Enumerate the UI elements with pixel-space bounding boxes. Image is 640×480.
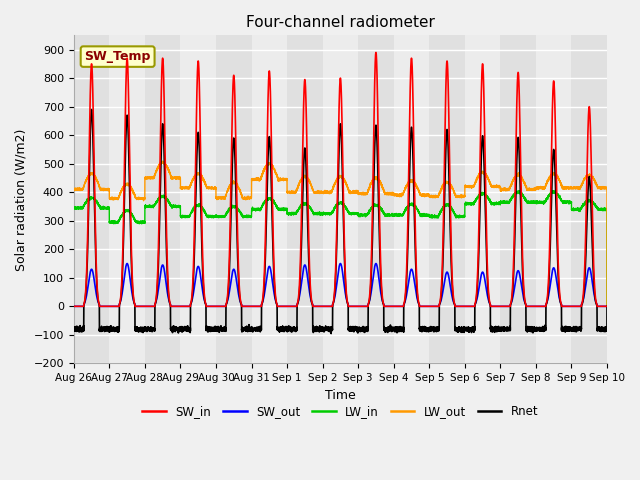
X-axis label: Time: Time — [325, 389, 356, 402]
Bar — [465, 36, 500, 363]
Bar — [180, 36, 216, 363]
Bar — [394, 36, 429, 363]
Bar — [145, 36, 180, 363]
Bar — [572, 36, 607, 363]
Bar — [323, 36, 358, 363]
Bar — [429, 36, 465, 363]
Bar — [287, 36, 323, 363]
Legend: SW_in, SW_out, LW_in, LW_out, Rnet: SW_in, SW_out, LW_in, LW_out, Rnet — [138, 401, 543, 423]
Bar — [358, 36, 394, 363]
Bar — [500, 36, 536, 363]
Bar — [252, 36, 287, 363]
Bar — [216, 36, 252, 363]
Title: Four-channel radiometer: Four-channel radiometer — [246, 15, 435, 30]
Text: SW_Temp: SW_Temp — [84, 50, 151, 63]
Bar — [536, 36, 572, 363]
Bar — [109, 36, 145, 363]
Y-axis label: Solar radiation (W/m2): Solar radiation (W/m2) — [15, 128, 28, 271]
Bar — [74, 36, 109, 363]
